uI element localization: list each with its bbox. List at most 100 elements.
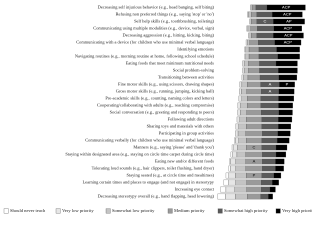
- legend-label: Very high priority: [282, 208, 312, 213]
- bar-segment: [235, 179, 247, 186]
- bar-segment: [277, 130, 291, 137]
- bar-segment: [235, 130, 239, 137]
- bar-segment: [237, 109, 241, 116]
- bar-segment: [238, 95, 242, 102]
- bar-segment: [229, 158, 231, 165]
- y-tick-label: Self help skills (e.g., toothbrushing, t…: [134, 19, 214, 25]
- bar-segment: [278, 74, 298, 81]
- segment-annotation: ACP: [284, 26, 293, 31]
- bar-segment: [278, 102, 293, 109]
- bar-segment: [245, 53, 250, 60]
- y-tick-label: Identifying emotions: [177, 47, 214, 52]
- bar-segment: [279, 81, 295, 88]
- bar-segment: [248, 60, 260, 67]
- bar-segment: [277, 53, 300, 60]
- y-tick-label: Eating foods that meet minimum nutrition…: [126, 61, 215, 66]
- y-tick-label: Learning certain times and places to eng…: [82, 180, 214, 185]
- bar-segment: [237, 102, 241, 109]
- bar-segment: [261, 109, 279, 116]
- legend-label: Should never teach: [10, 208, 46, 213]
- segment-annotation: A: [253, 159, 256, 164]
- bar-segment: [238, 123, 247, 130]
- segment-annotation: ACP: [284, 33, 293, 38]
- bar-segment: [239, 116, 247, 123]
- bar-segment: [250, 4, 253, 11]
- bar-segment: [258, 46, 277, 53]
- bar-segment: [278, 123, 291, 130]
- bar-segment: [228, 179, 236, 186]
- bar-segment: [245, 39, 248, 46]
- bar-segment: [261, 137, 278, 144]
- bar-segment: [262, 158, 276, 165]
- bar-segment: [225, 193, 236, 200]
- bar-segment: [259, 60, 277, 67]
- y-tick-label: Social problem-solving: [173, 68, 215, 73]
- legend-swatch: [3, 208, 9, 214]
- y-tick-label: Following adult directions: [168, 117, 215, 122]
- segment-annotation: ACP: [284, 40, 293, 45]
- bar-segment: [246, 25, 249, 32]
- y-tick-label: Social conversation (e.g., greeting and …: [110, 110, 215, 116]
- bar-segment: [261, 179, 273, 186]
- bar-segment: [235, 172, 247, 179]
- bar-segment: [235, 137, 239, 144]
- bar-segment: [225, 186, 235, 193]
- bar-segment: [251, 18, 257, 25]
- y-tick-label: Transitioning between activities: [158, 75, 214, 80]
- bar-segment: [261, 172, 274, 179]
- bar-segment: [241, 88, 247, 95]
- bar-segment: [258, 53, 278, 60]
- y-tick-label: Tolerating loud sounds (e.g., hair clipp…: [92, 166, 215, 172]
- bar-segment: [268, 193, 273, 200]
- bar-segment: [260, 95, 279, 102]
- bar-segment: [248, 67, 260, 74]
- bar-segment: [230, 165, 236, 172]
- bar-segment: [245, 151, 263, 158]
- bar-segment: [238, 137, 247, 144]
- bar-segment: [278, 109, 293, 116]
- bar-segment: [245, 46, 250, 53]
- bar-segment: [247, 11, 249, 18]
- segment-annotation: ACP: [283, 12, 292, 17]
- bar-segment: [260, 193, 269, 200]
- bar-segment: [247, 74, 261, 81]
- bar-segment: [232, 144, 238, 151]
- bar-segment: [274, 39, 302, 46]
- y-tick-label: Fine motor skills (e.g., using scissors,…: [118, 82, 215, 88]
- bar-segment: [248, 11, 252, 18]
- bar-segment: [237, 130, 246, 137]
- bar-segment: [256, 11, 273, 18]
- bar-segment: [239, 81, 243, 88]
- y-tick-label: Communicating using multiple modalities …: [93, 26, 214, 32]
- bar-segment: [225, 172, 229, 179]
- bar-segment: [242, 60, 245, 67]
- bar-segment: [235, 158, 246, 165]
- bar-segment: [278, 116, 293, 123]
- bar-segment: [272, 179, 279, 186]
- bar-segment: [273, 32, 304, 39]
- bar-segment: [246, 186, 262, 193]
- bar-segment: [244, 46, 246, 53]
- bar-segment: [275, 60, 298, 67]
- bar-segment: [261, 123, 279, 130]
- bar-segment: [237, 144, 247, 151]
- bar-segment: [246, 123, 262, 130]
- y-tick-label: Decreasing self injurious behavior (e.g.…: [98, 5, 215, 11]
- bar-segment: [239, 88, 242, 95]
- legend-label: Somewhat high priority: [224, 208, 268, 213]
- y-tick-label: Manners (e.g., saying 'please' and 'than…: [133, 145, 214, 151]
- segment-annotation: C: [253, 145, 256, 150]
- y-tick-label: Pre-academic skills (e.g., counting, nam…: [105, 96, 214, 102]
- bar-segment: [275, 158, 285, 165]
- bar-segment: [272, 11, 303, 18]
- bar-segment: [241, 81, 248, 88]
- bar-segment: [241, 74, 244, 81]
- bar-segment: [243, 60, 249, 67]
- bar-segment: [235, 193, 248, 200]
- y-tick-label: Communicating with a device (for childre…: [76, 40, 214, 45]
- bar-segment: [261, 144, 277, 151]
- bar-segment: [262, 151, 277, 158]
- bar-segment: [217, 193, 226, 200]
- bar-segment: [240, 102, 248, 109]
- bar-segment: [250, 25, 258, 32]
